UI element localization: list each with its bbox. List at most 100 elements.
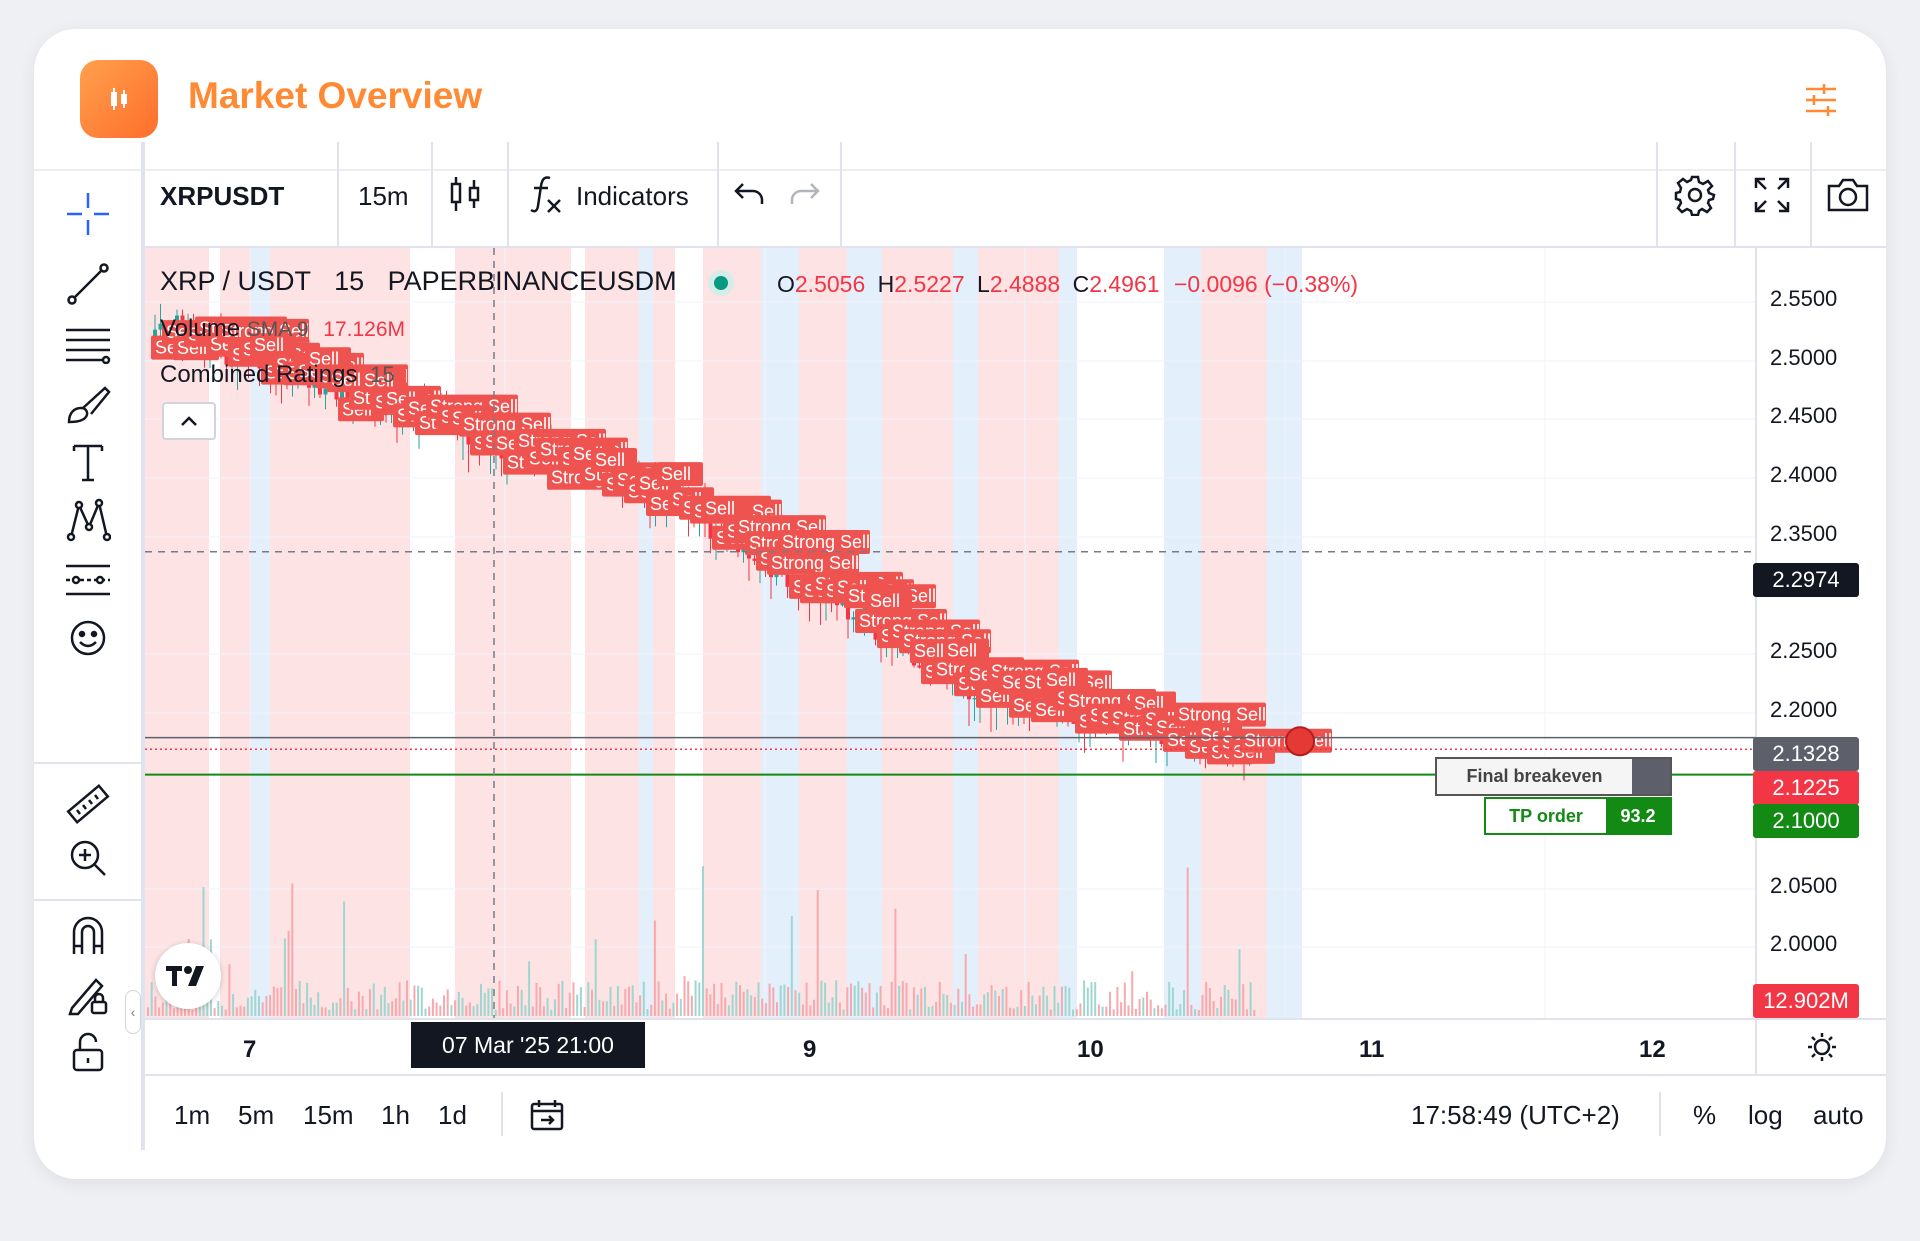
- volume-bar: [809, 1005, 812, 1016]
- volume-bar: [272, 986, 275, 1016]
- volume-bar: [217, 1001, 220, 1016]
- fullscreen-icon[interactable]: [1752, 175, 1792, 220]
- undo-icon[interactable]: [733, 180, 765, 213]
- sell-signal-text: Sell: [331, 370, 361, 390]
- volume-bar: [842, 1009, 845, 1016]
- percent-toggle[interactable]: %: [1693, 1100, 1717, 1130]
- volume-bar: [831, 997, 834, 1016]
- volume-bar: [968, 994, 971, 1016]
- volume-bar: [402, 1000, 405, 1016]
- range-1d[interactable]: 1d: [438, 1100, 467, 1130]
- volume-bar: [872, 1007, 875, 1016]
- gear-icon[interactable]: [1674, 174, 1716, 221]
- volume-bar: [949, 1002, 952, 1016]
- final-breakeven-box[interactable]: Final breakeven: [1435, 757, 1672, 796]
- volume-bar: [602, 1001, 605, 1016]
- volume-bar: [994, 990, 997, 1016]
- market-status-dot[interactable]: [714, 275, 729, 290]
- fib-retracement-icon[interactable]: [62, 318, 114, 370]
- symbol-search-button[interactable]: XRPUSDT: [160, 181, 285, 211]
- volume-bar: [787, 986, 790, 1016]
- pattern-icon[interactable]: [62, 494, 114, 546]
- volume-bar: [505, 990, 508, 1016]
- range-1h[interactable]: 1h: [381, 1100, 410, 1130]
- lock-drawing-icon[interactable]: [62, 968, 114, 1020]
- volume-bar: [1190, 1004, 1193, 1016]
- volume-bar: [1231, 998, 1234, 1016]
- volume-bar: [239, 1005, 242, 1016]
- clock-display[interactable]: 17:58:49 (UTC+2): [1411, 1100, 1620, 1130]
- volume-legend[interactable]: Volume SMA 9 17.126M: [160, 315, 405, 343]
- range-1m[interactable]: 1m: [174, 1100, 211, 1130]
- toolbar-collapse-handle[interactable]: ‹: [125, 990, 141, 1034]
- camera-icon[interactable]: [1825, 174, 1871, 219]
- range-5m[interactable]: 5m: [238, 1100, 275, 1130]
- volume-bar: [1160, 1008, 1163, 1016]
- collapse-legend-button[interactable]: [162, 402, 216, 440]
- range-15m[interactable]: 15m: [303, 1100, 354, 1130]
- zoom-in-icon[interactable]: [62, 832, 114, 884]
- trend-line-icon[interactable]: [62, 258, 114, 310]
- rating-band: [838, 248, 847, 1018]
- volume-bar: [768, 983, 771, 1016]
- magnet-icon[interactable]: [62, 910, 114, 962]
- rating-band: [455, 248, 467, 1018]
- legend-pair[interactable]: XRP / USDT: [160, 266, 311, 296]
- volume-bar: [890, 981, 893, 1016]
- volume-bar: [1168, 981, 1171, 1016]
- log-toggle[interactable]: log: [1748, 1100, 1783, 1130]
- volume-bar: [1042, 986, 1045, 1016]
- breakeven-handle[interactable]: [1632, 759, 1670, 794]
- topbar-divider: [1810, 142, 1812, 246]
- interval-button[interactable]: 15m: [358, 181, 409, 211]
- volume-bar: [1194, 1009, 1197, 1016]
- goto-date-icon[interactable]: [529, 1098, 565, 1137]
- indicators-button[interactable]: Indicators: [576, 181, 689, 211]
- rating-band: [251, 248, 270, 1018]
- time-label-12: 12: [1639, 1036, 1666, 1063]
- volume-bar: [757, 982, 760, 1016]
- tp-label: TP order: [1509, 805, 1583, 826]
- time-axis[interactable]: 7 07 Mar '25 21:00 9 10 11 12: [145, 1018, 1755, 1074]
- volume-bar: [613, 1005, 616, 1016]
- auto-toggle[interactable]: auto: [1813, 1100, 1864, 1130]
- ohlc-values: O2.5056 H2.5227 L2.4888 C2.4961 −0.0096 …: [777, 271, 1358, 298]
- price-axis-label: 2.5000: [1770, 345, 1838, 370]
- topbar-divider: [507, 142, 509, 246]
- rating-band: [639, 248, 653, 1018]
- sun-icon[interactable]: [1806, 1031, 1838, 1063]
- tradingview-logo[interactable]: [155, 943, 221, 1009]
- ruler-icon[interactable]: [62, 778, 114, 830]
- chart-settings-corner[interactable]: [1755, 1018, 1886, 1074]
- volume-bar: [454, 1000, 457, 1016]
- emoji-icon[interactable]: [62, 612, 114, 664]
- text-icon[interactable]: [62, 436, 114, 488]
- redo-icon[interactable]: [789, 180, 821, 213]
- crosshair-icon[interactable]: [62, 188, 114, 240]
- volume-bar: [1075, 1008, 1078, 1016]
- ratings-legend[interactable]: Combined Ratings 15: [160, 361, 395, 389]
- forecast-icon[interactable]: [62, 554, 114, 606]
- brush-icon[interactable]: [62, 378, 114, 430]
- price-axis[interactable]: [1755, 248, 1886, 1018]
- sliders-icon[interactable]: [1802, 81, 1840, 119]
- volume-bar: [864, 992, 867, 1016]
- volume-bar: [457, 991, 460, 1016]
- volume-value: 17.126M: [323, 318, 406, 341]
- volume-bar: [679, 998, 682, 1016]
- volume-bar: [986, 992, 989, 1016]
- tp-order-box[interactable]: TP order 93.2: [1484, 797, 1672, 835]
- volume-bar: [742, 991, 745, 1016]
- volume-bar: [1057, 1002, 1060, 1016]
- price-axis-label: 2.5500: [1770, 286, 1838, 311]
- volume-bar: [957, 988, 960, 1016]
- unlock-icon[interactable]: [62, 1026, 114, 1078]
- card-header: Market Overview: [34, 29, 1886, 171]
- candle-type-icon[interactable]: [448, 174, 482, 219]
- legend-title: XRP / USDT 15 PAPERBINANCEUSDM: [160, 266, 729, 297]
- volume-bar: [705, 988, 708, 1016]
- volume-bar: [820, 980, 823, 1016]
- tp-quantity[interactable]: 93.2: [1606, 799, 1670, 833]
